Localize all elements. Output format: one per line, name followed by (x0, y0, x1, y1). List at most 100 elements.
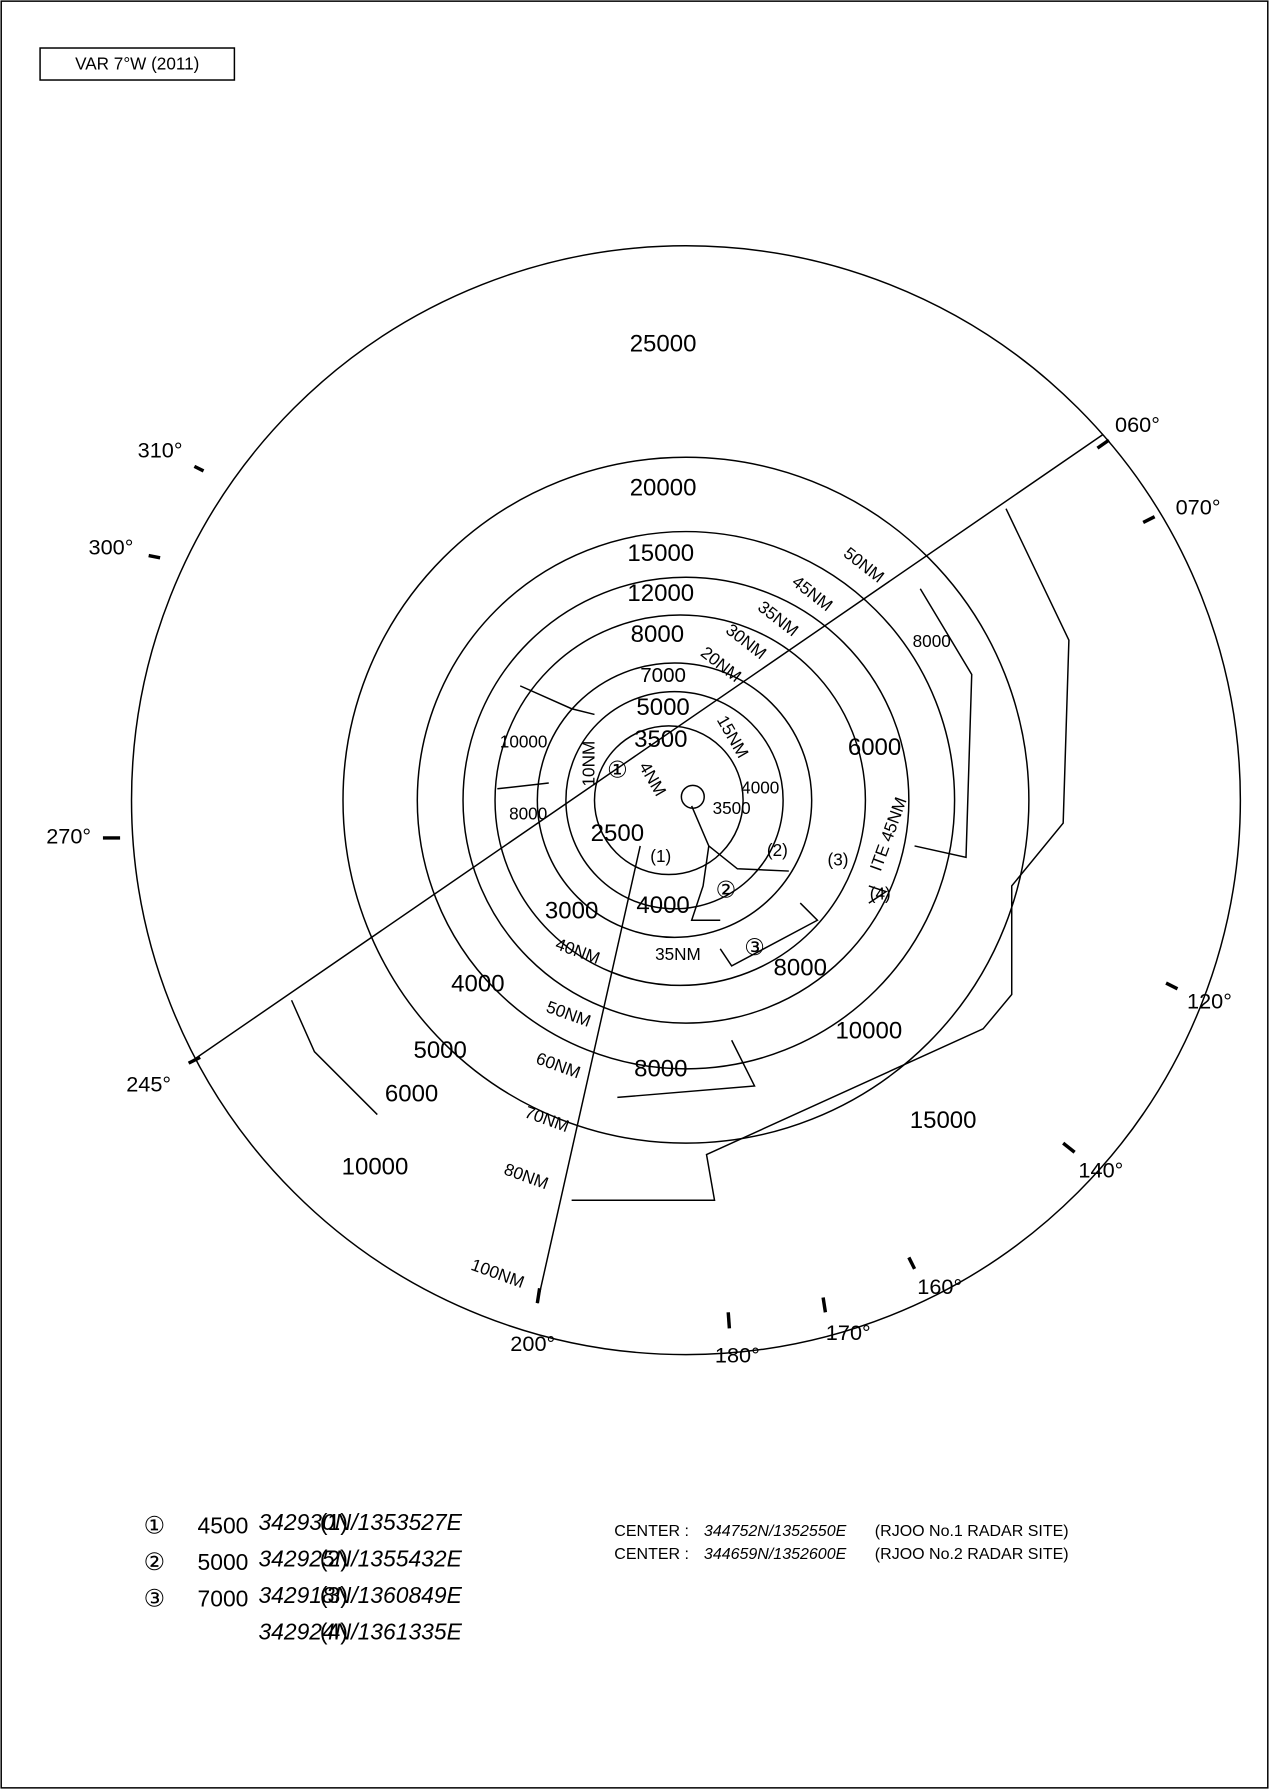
bearing-tick (1096, 438, 1110, 450)
legend-point-label: (2) (320, 1545, 348, 1571)
center-site: (RJOO No.2 RADAR SITE) (875, 1546, 1069, 1563)
altitude-label: 6000 (848, 734, 901, 761)
distance-label: 45NM (788, 571, 836, 615)
legend-point-coord: 342924N/1361335E (258, 1619, 462, 1645)
legend-point-coord: 342930N/1353527E (258, 1509, 462, 1535)
altitude-label: 8000 (913, 631, 951, 651)
altitude-label: 20000 (630, 475, 697, 502)
boundary (617, 1039, 756, 1099)
area-mark: ② (716, 877, 737, 903)
bearing-label: 160° (917, 1274, 962, 1299)
altitude-label: 12000 (627, 580, 694, 607)
point-mark: (2) (767, 840, 788, 860)
bearing-label: 120° (1187, 988, 1232, 1013)
bearing-label: 140° (1078, 1157, 1123, 1182)
distance-label: 50NM (840, 543, 888, 587)
radial-060 (188, 433, 1104, 1064)
center-label: CENTER : (614, 1523, 689, 1540)
altitude-label: 8000 (774, 955, 827, 982)
altitude-label: 5000 (636, 694, 689, 721)
altitude-label: 3500 (713, 798, 751, 818)
bearing-tick (1142, 515, 1156, 524)
ring (536, 662, 813, 939)
altitude-label: 7000 (640, 664, 686, 687)
bearing-label: 070° (1176, 494, 1221, 519)
distance-label: 60NM (534, 1048, 584, 1082)
altitude-label: 5000 (413, 1037, 466, 1064)
altitude-label: 10000 (342, 1154, 409, 1181)
distance-label: 100NM (468, 1254, 527, 1292)
center-label: CENTER : (614, 1546, 689, 1563)
rings (130, 245, 1242, 1356)
boundary (868, 885, 888, 904)
bearing-tick (726, 1312, 732, 1329)
distance-label: 40NM (553, 934, 603, 968)
bearing-label: 200° (510, 1331, 555, 1356)
ring (565, 690, 784, 910)
bearing-tick (148, 553, 161, 560)
legend-point-coord: 342918N/1360849E (258, 1582, 462, 1608)
point-mark: (3) (828, 849, 849, 869)
altitude-label: 4000 (451, 971, 504, 998)
bearing-tick (187, 1055, 201, 1065)
bearing-label: 170° (826, 1320, 871, 1345)
distance-label: 80NM (502, 1159, 552, 1193)
legend-area-altitude: 7000 (198, 1585, 249, 1611)
altitude-label: 3500 (634, 726, 687, 753)
bearing-label: 245° (126, 1072, 171, 1097)
boundary (497, 782, 549, 790)
distance-label: ITE 45NM (865, 794, 910, 873)
bearing-label: 300° (89, 534, 134, 559)
altitude-label: 15000 (627, 540, 694, 567)
bearing-tick (1165, 981, 1179, 991)
legend-point-label: (4) (320, 1619, 348, 1645)
altitude-label: 2500 (591, 820, 644, 847)
boundary (519, 685, 595, 716)
bearing-label: 310° (138, 437, 183, 462)
boundary (914, 588, 973, 859)
altitude-label: 3000 (545, 898, 598, 925)
bearing-tick (1062, 1141, 1076, 1154)
point-mark: (1) (650, 846, 671, 866)
bearing-tick (193, 464, 205, 473)
distance-label: 10NM (578, 741, 598, 787)
altitude-label: 15000 (910, 1107, 977, 1134)
altitude-label: 8000 (634, 1055, 687, 1082)
center-coord: 344659N/1352600E (704, 1546, 847, 1563)
area-mark: ③ (744, 934, 765, 960)
legend-area-mark: ② (144, 1549, 166, 1576)
altitude-label: 4000 (636, 892, 689, 919)
point-mark: (4) (870, 884, 891, 904)
boundary (290, 999, 378, 1116)
legend-point-label: (1) (320, 1509, 348, 1535)
ring-100nm (130, 245, 1242, 1356)
distance-label: 35NM (655, 944, 701, 964)
altitude-label: 6000 (385, 1080, 438, 1107)
boundary (690, 805, 721, 921)
altitude-label: 10000 (500, 732, 548, 752)
center-site: (RJOO No.1 RADAR SITE) (875, 1523, 1069, 1540)
variation-box (39, 47, 236, 81)
distance-label: 70NM (522, 1102, 572, 1136)
bearing-label: 060° (1115, 412, 1160, 437)
ring (593, 725, 744, 876)
distance-label: 50NM (544, 997, 594, 1031)
altitude-label: 8000 (509, 804, 547, 824)
boundary (571, 508, 1070, 1202)
altitude-label: 25000 (630, 331, 697, 358)
legend-area-altitude: 5000 (198, 1549, 249, 1575)
ring (494, 614, 867, 987)
boundary (719, 902, 819, 967)
area-mark: ① (607, 757, 628, 783)
distance-label: 20NM (697, 642, 745, 686)
ring (416, 530, 956, 1070)
center-coord: 344752N/1352550E (704, 1523, 847, 1540)
bearing-tick (821, 1297, 828, 1313)
variation: VAR 7°W (2011) (75, 54, 199, 74)
legend-area-mark: ③ (144, 1586, 166, 1613)
bearing-label: 180° (715, 1343, 760, 1368)
altitude-label: 10000 (835, 1018, 902, 1045)
ring (342, 456, 1030, 1144)
legend-area-altitude: 4500 (198, 1512, 249, 1538)
